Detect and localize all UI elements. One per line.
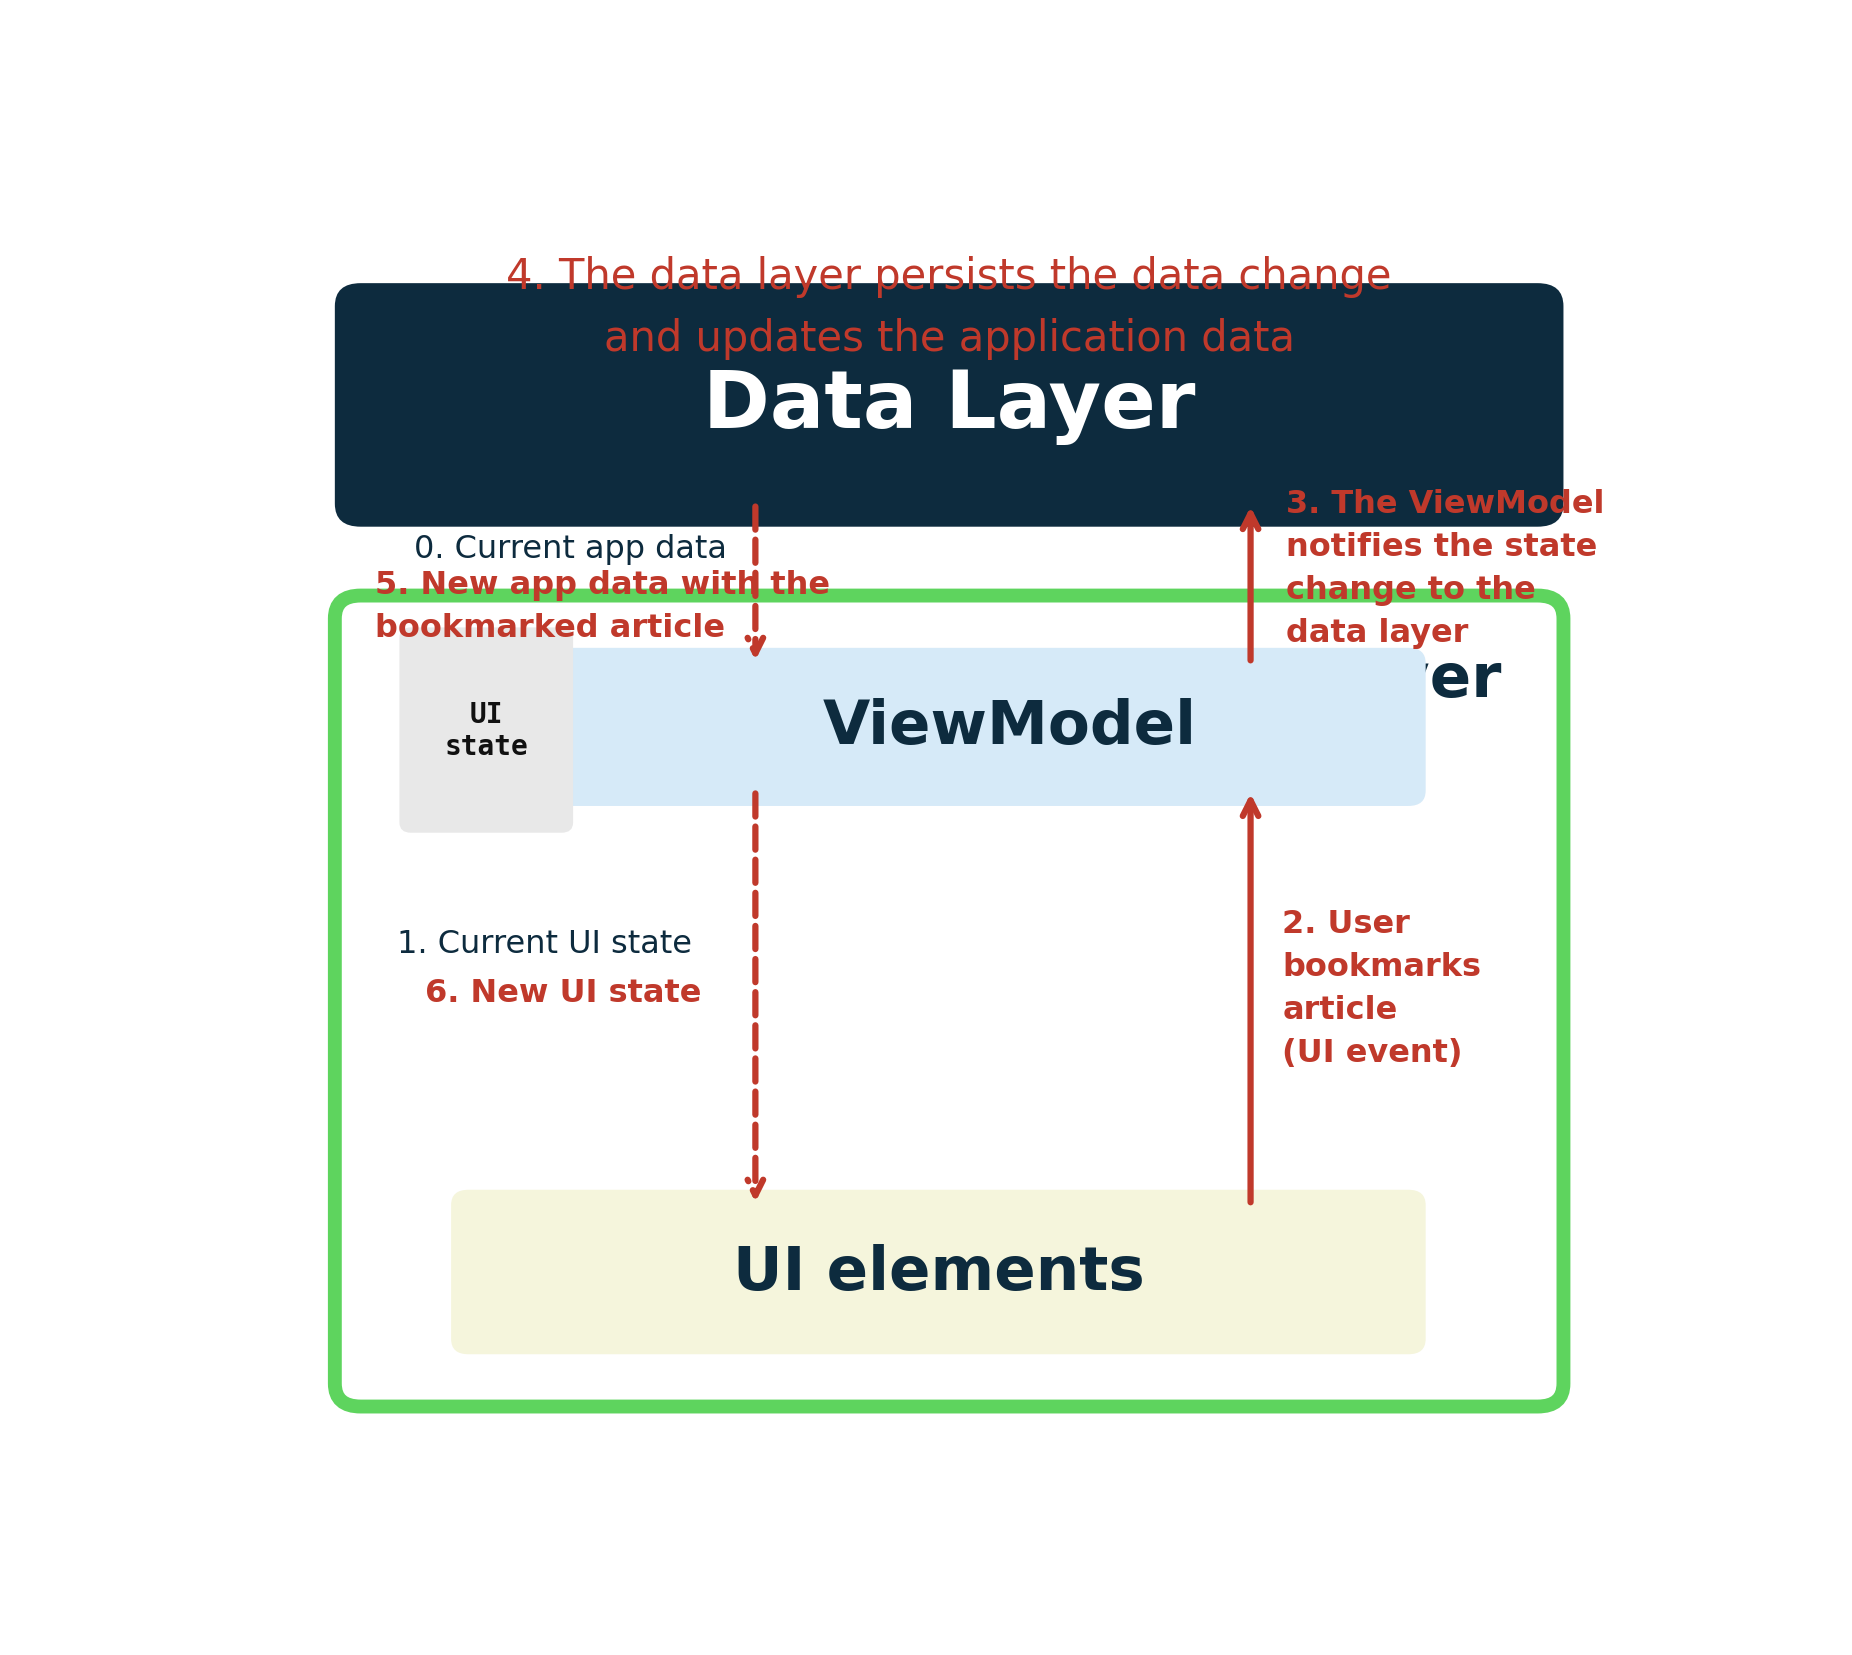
Text: ViewModel: ViewModel [822, 698, 1196, 756]
FancyBboxPatch shape [400, 627, 572, 832]
Text: 3. The ViewModel
notifies the state
change to the
data layer: 3. The ViewModel notifies the state chan… [1287, 488, 1606, 649]
Text: 1. Current UI state: 1. Current UI state [396, 928, 691, 960]
Text: UI elements: UI elements [733, 1243, 1145, 1302]
FancyBboxPatch shape [452, 1190, 1426, 1354]
FancyBboxPatch shape [335, 596, 1563, 1407]
Text: UI Layer: UI Layer [1219, 650, 1502, 710]
Text: 6. New UI state: 6. New UI state [426, 976, 702, 1008]
Text: 4. The data layer persists the data change
and updates the application data: 4. The data layer persists the data chan… [506, 257, 1393, 359]
FancyBboxPatch shape [452, 649, 1426, 806]
Text: Data Layer: Data Layer [704, 367, 1195, 445]
FancyBboxPatch shape [335, 285, 1563, 528]
Text: 5. New app data with the
bookmarked article: 5. New app data with the bookmarked arti… [374, 569, 830, 644]
Text: 2. User
bookmarks
article
(UI event): 2. User bookmarks article (UI event) [1282, 909, 1482, 1069]
Text: 0. Current app data: 0. Current app data [413, 533, 726, 564]
Text: UI
state: UI state [444, 700, 528, 761]
